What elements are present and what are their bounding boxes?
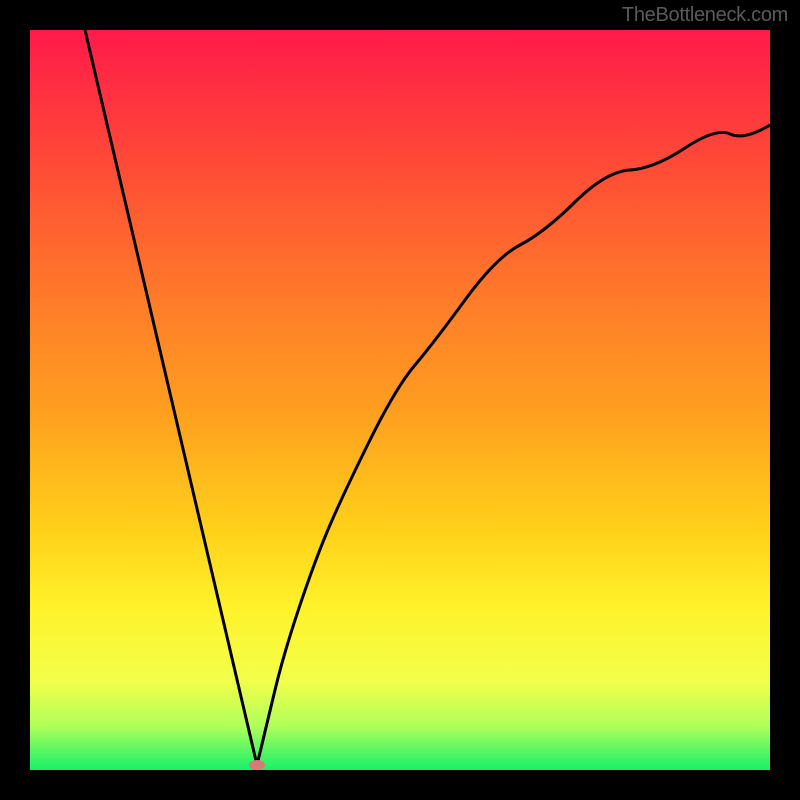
optimum-marker	[249, 760, 265, 770]
plot-frame	[30, 30, 770, 770]
curve-path	[85, 30, 770, 765]
watermark-label: TheBottleneck.com	[622, 4, 788, 27]
bottleneck-curve	[30, 30, 770, 770]
